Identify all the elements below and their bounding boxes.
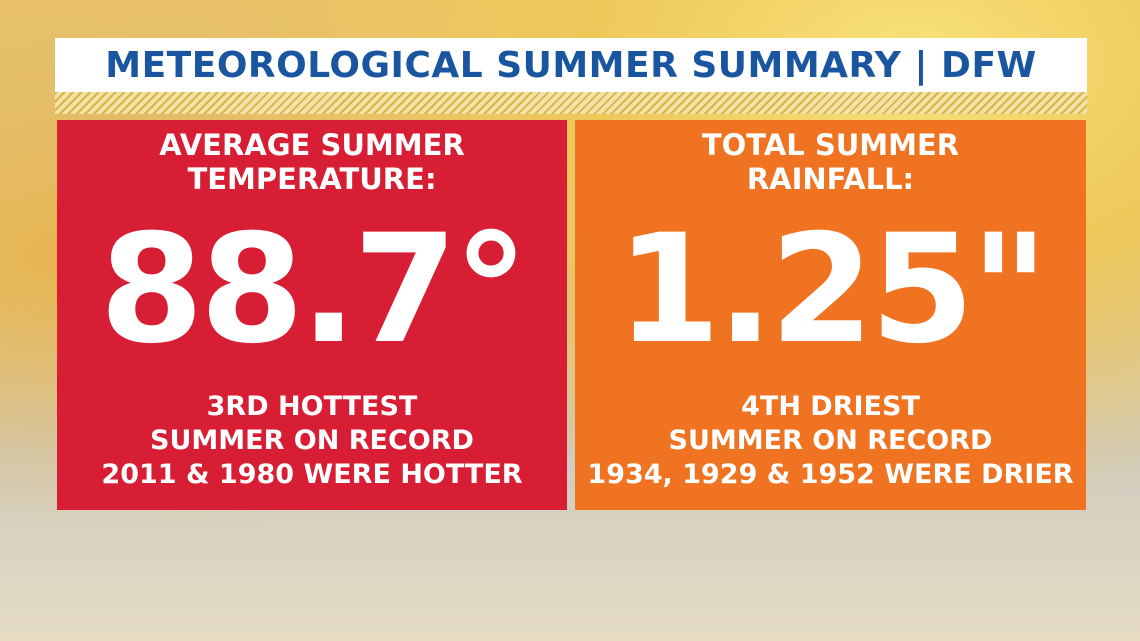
label-line: AVERAGE SUMMER: [159, 128, 465, 162]
label-line: TEMPERATURE:: [187, 162, 437, 196]
label-line: TOTAL SUMMER: [701, 128, 960, 162]
header-bar: METEOROLOGICAL SUMMER SUMMARY | DFW: [55, 38, 1087, 92]
big-value: 88.7°: [99, 203, 528, 377]
rainfall-panel: TOTAL SUMMER RAINFALL: 1.25" 4TH DRIEST SUMM…: [575, 120, 1086, 510]
panel-notes: 3RD HOTTEST SUMMER ON RECORD 2011 & 1980 W…: [57, 390, 567, 492]
note-line: 1934, 1929 & 1952 WERE DRIER: [587, 459, 1074, 490]
panel-label: TOTAL SUMMER RAINFALL:: [575, 128, 1086, 196]
note-line: 4TH DRIEST: [741, 391, 920, 422]
panel-notes: 4TH DRIEST SUMMER ON RECORD 1934, 1929 & 1…: [575, 390, 1086, 492]
temperature-panel: AVERAGE SUMMER TEMPERATURE: 88.7° 3RD HOTTE…: [57, 120, 567, 510]
note-line: 3RD HOTTEST: [206, 391, 418, 422]
panel-label: AVERAGE SUMMER TEMPERATURE:: [57, 128, 567, 196]
note-line: SUMMER ON RECORD: [668, 425, 993, 456]
title: METEOROLOGICAL SUMMER SUMMARY | DFW: [105, 44, 1037, 86]
note-line: SUMMER ON RECORD: [150, 425, 474, 456]
label-line: RAINFALL:: [746, 162, 915, 196]
hatched-stripe: [55, 92, 1087, 114]
note-line: 2011 & 1980 WERE HOTTER: [101, 459, 523, 490]
big-value: 1.25": [616, 203, 1048, 377]
